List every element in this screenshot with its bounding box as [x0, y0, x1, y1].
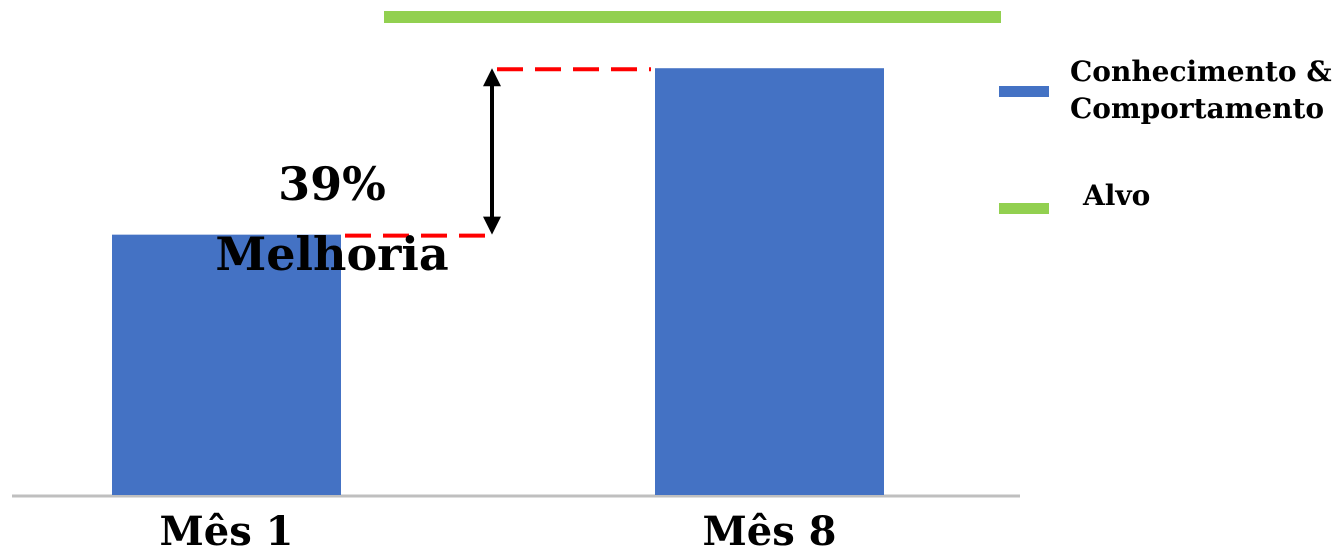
legend-label-alvo: Alvo [1082, 179, 1150, 212]
legend: Conhecimento & Comportamento Alvo [999, 55, 1332, 214]
legend-swatch-alvo [999, 203, 1049, 214]
legend-label-line-2: Comportamento [1070, 92, 1324, 125]
legend-swatch-conhecimento [999, 86, 1049, 97]
improvement-double-arrow [483, 68, 501, 235]
x-tick-label-mes-1: Mês 1 [159, 508, 293, 548]
x-tick-label-mes-8: Mês 8 [702, 508, 836, 548]
improvement-label: Melhoria [215, 227, 448, 281]
improvement-percent: 39% [278, 157, 386, 211]
bar-mes-1 [112, 234, 341, 496]
legend-label-line-1: Conhecimento & [1070, 55, 1332, 88]
bar-mes-8 [655, 68, 884, 495]
